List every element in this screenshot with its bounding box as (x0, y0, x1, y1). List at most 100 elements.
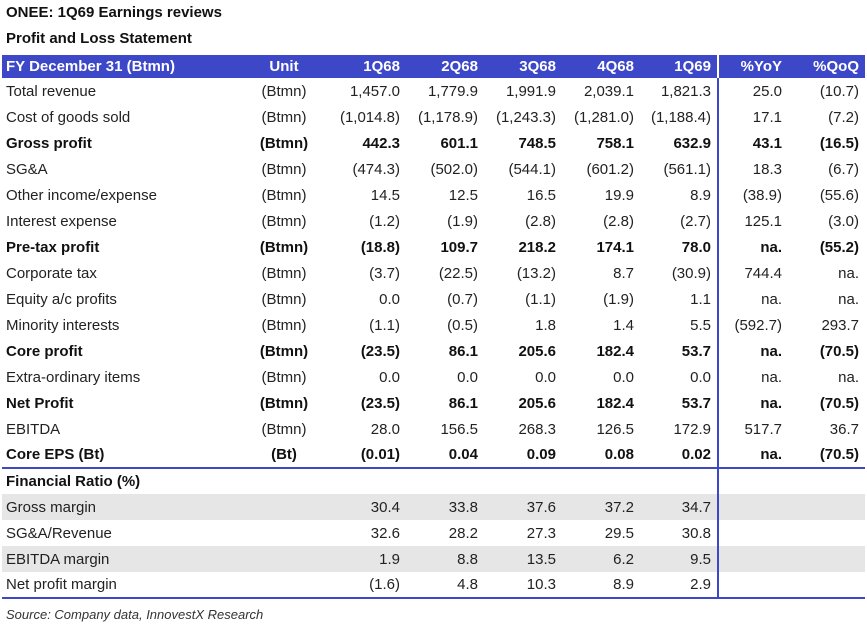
report-subtitle: Profit and Loss Statement (6, 30, 192, 47)
row-value: 86.1 (448, 342, 478, 360)
ratio-unit (240, 520, 328, 546)
row-value: na. (838, 290, 859, 308)
row-label: Cost of goods sold (6, 108, 131, 126)
ratio-label: Net profit margin (2, 572, 240, 599)
ratio-value: 30.4 (328, 494, 406, 520)
row-value: 1,457.0 (349, 82, 400, 100)
row-value: na. (760, 394, 782, 412)
row-value: na. (760, 342, 782, 360)
row-value: 36.7 (829, 420, 859, 438)
row-value: 1.4 (613, 316, 634, 334)
row-value: 0.0 (379, 290, 400, 308)
row-value: 1,821.3 (640, 78, 719, 104)
ratio-label: EBITDA margin (2, 546, 240, 572)
row-value: (1,178.9) (417, 108, 478, 126)
table-row: Net Profit (Btmn) (23.5) 86.1 205.6 182.4 53.7… (2, 390, 865, 416)
header-4q68: 4Q68 (597, 58, 634, 75)
row-label: Core profit (6, 342, 83, 360)
row-unit: (Bt) (271, 446, 297, 463)
header-1q68: 1Q68 (363, 58, 400, 75)
ratio-value: 30.8 (640, 520, 719, 546)
row-value: 0.0 (535, 368, 556, 386)
row-value: (474.3) (352, 160, 400, 178)
row-value: (18.8) (360, 238, 400, 256)
row-value: (38.9) (742, 186, 782, 204)
row-value: 8.9 (640, 182, 719, 208)
ratio-header-blank (328, 467, 406, 494)
row-value: na. (761, 290, 782, 308)
row-value: 19.9 (604, 186, 634, 204)
row-value: 126.5 (596, 420, 634, 438)
ratio-header-blank (406, 467, 484, 494)
row-value: (0.7) (447, 290, 478, 308)
row-unit: (Btmn) (261, 368, 307, 386)
pnl-table: FY December 31 (Btmn) Unit 1Q68 2Q68 3Q6… (2, 55, 865, 599)
ratio-value: 29.5 (604, 524, 634, 542)
row-label: Other income/expense (6, 186, 157, 204)
row-value: 1,779.9 (427, 82, 478, 100)
header-3q68: 3Q68 (519, 58, 556, 75)
ratio-blank (788, 494, 865, 520)
row-value: 0.0 (379, 368, 400, 386)
header-2q68: 2Q68 (441, 58, 478, 75)
row-value: (1.2) (369, 212, 400, 230)
ratio-value: 13.5 (484, 546, 562, 572)
report-title: ONEE: 1Q69 Earnings reviews (6, 4, 222, 21)
ratio-blank (718, 572, 788, 599)
row-value: 16.5 (526, 186, 556, 204)
row-unit: (Btmn) (261, 82, 307, 100)
row-value: (70.5) (819, 342, 859, 360)
ratio-value: 32.6 (370, 524, 400, 542)
row-value: (1,243.3) (495, 108, 556, 126)
source-note: Source: Company data, InnovestX Research (6, 607, 264, 622)
table-row: Minority interests (Btmn) (1.1) (0.5) 1.8 1.4… (2, 312, 865, 338)
ratio-value: 8.8 (406, 546, 484, 572)
row-label: Gross profit (6, 134, 92, 152)
row-value: 517.7 (744, 420, 782, 438)
row-value: 748.5 (518, 134, 556, 152)
row-value: na. (838, 368, 859, 386)
row-value: (16.5) (819, 134, 859, 152)
row-label: Total revenue (6, 82, 97, 100)
table-row: Gross profit (Btmn) 442.3 601.1 748.5 758.1 63… (2, 130, 865, 156)
row-value: 17.1 (752, 108, 782, 126)
ratio-row: SG&A/Revenue 32.6 28.2 27.3 29.5 30.8 (2, 520, 865, 546)
table-row: Core EPS (Bt) (Bt) (0.01) 0.04 0.09 0.08 0.02 n… (2, 442, 865, 468)
table-row: Interest expense (Btmn) (1.2) (1.9) (2.8) (2.… (2, 208, 865, 234)
row-label: Extra-ordinary items (6, 368, 141, 386)
row-value: 182.4 (596, 342, 634, 360)
row-value: 744.4 (744, 264, 782, 282)
table-row: Total revenue (Btmn) 1,457.0 1,779.9 1,991.9… (2, 78, 865, 104)
row-value: (1,188.4) (640, 104, 719, 130)
row-value: (1.1) (369, 316, 400, 334)
ratio-blank (718, 546, 788, 572)
row-value: 25.0 (752, 82, 782, 100)
ratio-blank (788, 520, 865, 546)
ratio-value: 9.5 (640, 546, 719, 572)
row-value: 53.7 (640, 390, 719, 416)
ratio-value: 37.6 (484, 494, 562, 520)
row-value: (1,281.0) (573, 108, 634, 126)
row-label: Interest expense (6, 212, 117, 230)
row-value: (3.0) (828, 212, 859, 230)
row-value: (3.7) (369, 264, 400, 282)
table-row: Core profit (Btmn) (23.5) 86.1 205.6 182.4 53.… (2, 338, 865, 364)
row-value: (55.6) (819, 186, 859, 204)
ratio-blank (718, 494, 788, 520)
ratio-label: Gross margin (2, 494, 240, 520)
header-period: FY December 31 (Btmn) (6, 58, 175, 75)
row-value: 0.02 (640, 442, 719, 468)
row-value: (6.7) (828, 160, 859, 178)
row-unit: (Btmn) (259, 238, 309, 256)
row-value: 8.7 (613, 264, 634, 282)
row-unit: (Btmn) (259, 134, 309, 152)
ratio-header-blank (718, 467, 788, 494)
row-unit: (Btmn) (261, 160, 307, 178)
row-value: 0.04 (448, 446, 478, 463)
row-value: (601.2) (586, 160, 634, 178)
row-label: SG&A (6, 160, 48, 178)
table-row: Corporate tax (Btmn) (3.7) (22.5) (13.2) 8.7 (… (2, 260, 865, 286)
row-value: 156.5 (440, 420, 478, 438)
row-value: 18.3 (752, 160, 782, 178)
ratio-value: (1.6) (328, 572, 406, 599)
